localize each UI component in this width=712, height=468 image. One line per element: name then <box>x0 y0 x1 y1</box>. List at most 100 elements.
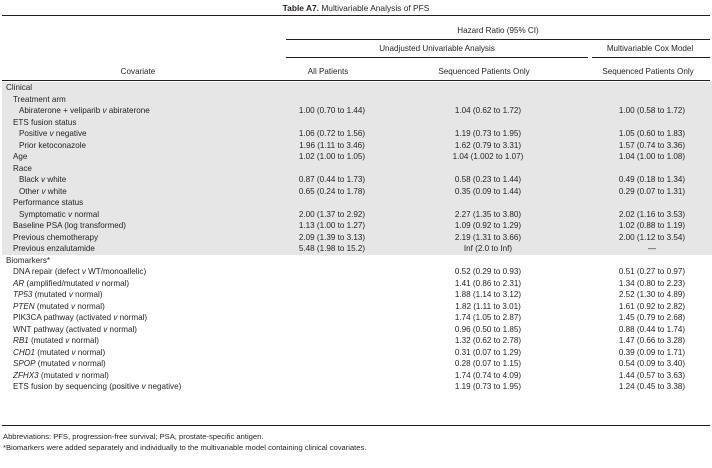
sequenced-mv-cell: 1.57 (0.74 to 3.36) <box>590 139 712 151</box>
all-patients-cell <box>278 255 386 267</box>
covariate-cell: Baseline PSA (log transformed) <box>2 220 278 232</box>
covariate-text: normal) <box>72 290 103 299</box>
covariate-cell: Biomarkers* <box>2 255 278 267</box>
sequenced-cell: 2.19 (1.31 to 3.66) <box>386 231 590 243</box>
table-row: RB1 (mutated v normal) 1.32 (0.62 to 2.78… <box>2 335 712 347</box>
sequenced-mv-cell: — <box>590 243 712 255</box>
covariate-text: Performance status <box>13 198 84 207</box>
table-row: ZFHX3 (mutated v normal) 1.74 (0.74 to 4.… <box>2 370 712 382</box>
covariate-text: v <box>71 301 76 311</box>
covariate-text: Biomarkers* <box>6 255 51 265</box>
covariate-cell: Age <box>2 151 278 163</box>
sequenced-mv-cell: 1.34 (0.80 to 2.23) <box>618 278 686 288</box>
covariate-cell: WNT pathway (activated v normal) <box>2 324 278 336</box>
covariate-text: normal <box>72 209 100 219</box>
sequenced-cell: 1.74 (0.74 to 4.09) <box>454 370 522 380</box>
all-patients-cell: 1.96 (1.11 to 3.46) <box>278 139 386 151</box>
sequenced-cell <box>386 116 590 128</box>
covariate-text: negative <box>53 129 87 138</box>
covariate-text: ETS fusion by sequencing (positive <box>13 382 142 391</box>
sequenced-header: Sequenced Patients Only <box>438 67 530 76</box>
covariate-text: Baseline PSA (log transformed) <box>13 221 126 230</box>
table-row: Baseline PSA (log transformed) 1.13 (1.00… <box>2 220 712 232</box>
table-row: Clinical <box>2 82 712 94</box>
covariate-text: SPOP <box>13 359 36 368</box>
table-row: Performance status <box>2 197 712 209</box>
covariate-text: Treatment arm <box>13 94 66 104</box>
table-row: Positive v negative 1.06 (0.72 to 1.56) 1.… <box>2 128 712 140</box>
table-row: Race <box>2 162 712 174</box>
covariate-cell: Treatment arm <box>2 93 278 105</box>
sequenced-mv-cell: 0.49 (0.18 to 1.34) <box>590 174 712 186</box>
covariate-text: Age <box>13 152 28 161</box>
table-row: SPOP (mutated v normal) 0.28 (0.07 to 1.1… <box>2 358 712 370</box>
all-patients-cell: 1.13 (1.00 to 1.27) <box>278 220 386 232</box>
covariate-text: (mutated <box>35 359 72 368</box>
table-row: ETS fusion status <box>2 116 712 128</box>
all-patients-cell: 1.06 (0.72 to 1.56) <box>278 128 386 140</box>
sequenced-mv-cell: 2.52 (1.30 to 4.89) <box>618 290 686 299</box>
all-patients-cell: 0.65 (0.24 to 1.78) <box>278 185 386 197</box>
table-row: Prior ketoconazole 1.96 (1.11 to 3.46) 1.6… <box>2 139 712 151</box>
table-row: TP53 (mutated v normal) 1.88 (1.14 to 3.1… <box>2 289 712 301</box>
all-patients-cell <box>278 82 386 94</box>
sequenced-cell: 1.04 (0.62 to 1.72) <box>386 105 590 117</box>
results-table-body: Clinical Treatment arm Abiraterone + velip… <box>2 82 712 393</box>
sequenced-cell: 1.88 (1.14 to 3.12) <box>454 290 522 299</box>
covariate-text: Positive <box>19 129 50 138</box>
covariate-text: WT/monoallelic) <box>85 267 147 276</box>
covariate-cell: TP53 (mutated v normal) <box>2 289 278 301</box>
covariate-text: CHD1 <box>13 347 36 357</box>
footnote-abbreviations: Abbreviations: PFS, progression-free sur… <box>3 432 264 441</box>
table-row: PIK3CA pathway (activated v normal) 1.74 … <box>2 312 712 324</box>
sequenced-cell <box>386 255 590 267</box>
table-title: Table A7. Multivariable Analysis of PFS <box>0 2 712 14</box>
covariate-text: v <box>68 290 73 299</box>
all-patients-cell: 5.48 (1.98 to 15.2) <box>278 243 386 255</box>
covariate-cell: Positive v negative <box>2 128 278 140</box>
covariate-cell: SPOP (mutated v normal) <box>2 358 278 370</box>
covariate-text: v <box>81 267 86 276</box>
covariate-text: abiraterone <box>106 106 150 115</box>
covariate-text: TP53 <box>13 290 33 299</box>
sequenced-cell <box>386 93 590 105</box>
sequenced-mv-cell: 1.00 (0.58 to 1.72) <box>590 105 712 117</box>
covariate-text: normal) <box>107 324 137 334</box>
table-row: AR (amplified/mutated v normal) 1.41 (0.8… <box>2 278 712 290</box>
sequenced-mv-cell: 1.44 (0.57 to 3.63) <box>618 370 686 380</box>
sequenced-mv-cell: 0.29 (0.07 to 1.31) <box>590 185 712 197</box>
covariate-text: Clinical <box>6 83 33 92</box>
table-row: Age 1.02 (1.00 to 1.05) 1.04 (1.002 to 1.0… <box>2 151 712 163</box>
all-patients-cell <box>278 301 386 313</box>
covariate-header: Covariate <box>120 67 156 76</box>
table-row: ETS fusion by sequencing (positive v neg… <box>2 381 712 393</box>
covariate-text: v <box>75 370 80 380</box>
covariate-cell: PIK3CA pathway (activated v normal) <box>2 312 278 324</box>
sequenced-mv-cell <box>590 116 712 128</box>
covariate-text: v <box>102 106 107 115</box>
covariate-text: white <box>45 175 67 184</box>
covariate-text: normal) <box>99 278 130 288</box>
covariate-text: Prior ketoconazole <box>19 140 87 150</box>
all-patients-cell <box>278 197 386 209</box>
covariate-text: Symptomatic <box>19 209 69 219</box>
covariate-text: normal) <box>69 336 99 345</box>
sequenced-cell: 0.28 (0.07 to 1.15) <box>454 359 522 368</box>
covariate-cell: ETS fusion by sequencing (positive v neg… <box>2 381 278 393</box>
sequenced-cell: 0.35 (0.09 to 1.44) <box>386 185 590 197</box>
sequenced-mv-cell: 1.61 (0.92 to 2.82) <box>618 301 686 311</box>
covariate-text: Abiraterone + veliparib <box>19 106 103 115</box>
table-row: Biomarkers* <box>2 255 712 267</box>
sequenced-cell: 0.31 (0.07 to 1.29) <box>454 347 522 357</box>
multivariable-header: Multivariable Cox Model <box>606 44 694 53</box>
sequenced-cell <box>386 162 590 174</box>
covariate-text: v <box>65 336 70 345</box>
sequenced-cell: 1.62 (0.79 to 3.31) <box>386 139 590 151</box>
covariate-text: Previous enzalutamide <box>13 244 95 253</box>
covariate-cell: Performance status <box>2 197 278 209</box>
sequenced-mv-cell: 1.05 (0.60 to 1.83) <box>590 128 712 140</box>
covariate-text: v <box>95 278 100 288</box>
all-patients-cell <box>278 93 386 105</box>
all-patients-cell <box>278 289 386 301</box>
